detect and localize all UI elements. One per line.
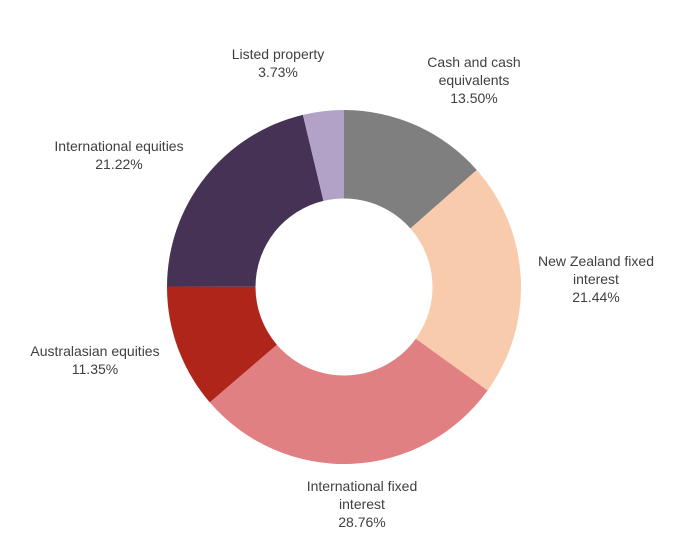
donut-segment-nz-fixed xyxy=(410,169,521,391)
segment-label-line: 28.76% xyxy=(338,514,386,530)
donut-segment-intl-fixed xyxy=(209,338,488,464)
segment-label-line: 21.22% xyxy=(95,156,143,172)
segment-label-australasian: Australasian equities 11.35% xyxy=(30,342,159,378)
segment-label-line: 21.44% xyxy=(572,289,620,305)
segment-label-line: Cash and cash xyxy=(427,54,521,70)
segment-label-intl-fixed: International fixed interest 28.76% xyxy=(307,477,418,531)
segment-label-line: Australasian equities xyxy=(30,343,160,359)
segment-label-intl-equities: International equities 21.22% xyxy=(54,137,183,173)
donut-segment-australasian xyxy=(167,286,277,403)
segment-label-cash: Cash and cash equivalents 13.50% xyxy=(427,53,520,107)
segment-label-line: interest xyxy=(339,496,385,512)
segment-label-line: New Zealand fixed xyxy=(538,253,654,269)
segment-label-line: 11.35% xyxy=(71,361,119,377)
segment-label-nz-fixed: New Zealand fixed interest 21.44% xyxy=(538,252,654,306)
segment-label-line: 3.73% xyxy=(258,64,298,80)
segment-label-line: interest xyxy=(573,271,619,287)
segment-label-listed-property: Listed property 3.73% xyxy=(232,45,325,81)
donut-segment-cash xyxy=(344,110,477,229)
segment-label-line: equivalents xyxy=(438,72,510,88)
segment-label-line: Listed property xyxy=(231,46,325,62)
segment-label-line: International fixed xyxy=(306,478,418,494)
segment-label-line: International equities xyxy=(54,138,184,154)
donut-segment-listed-property xyxy=(302,110,344,201)
segment-label-line: 13.50% xyxy=(450,90,498,106)
donut-chart xyxy=(167,110,521,464)
donut-segment-intl-equities xyxy=(167,114,324,287)
